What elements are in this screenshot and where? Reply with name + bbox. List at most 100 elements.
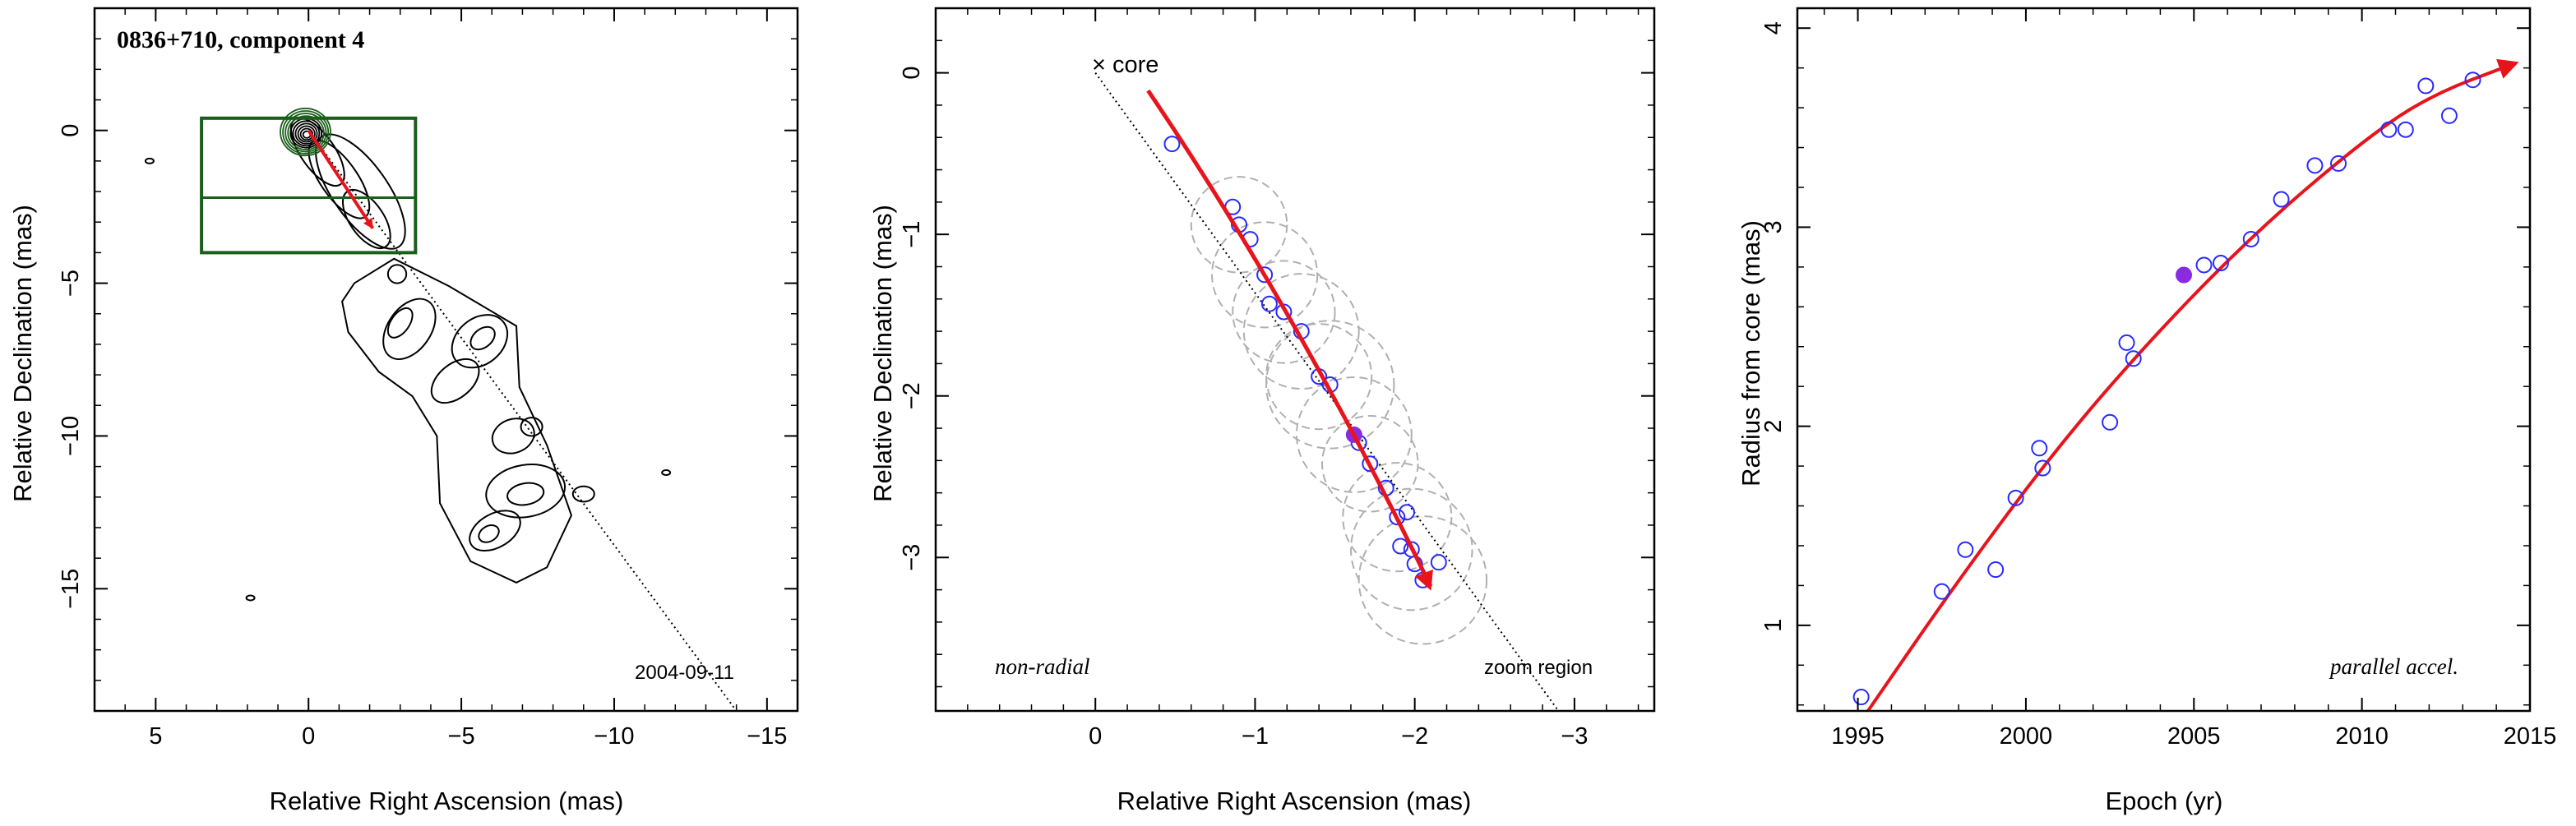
jet-contour (386, 307, 414, 339)
x-tick-label: 0 (302, 723, 315, 750)
y-tick-labels: 0 −1 −2 −3 (899, 67, 925, 571)
motion-arrow-shaft (1146, 89, 1433, 588)
jet-contour (386, 264, 408, 284)
y-axis-label: Radius from core (mas) (1737, 220, 1765, 487)
x-axis-label: Epoch (yr) (2106, 787, 2223, 815)
uncertainty-circle (1265, 320, 1395, 450)
position-point (1398, 504, 1415, 521)
fit-curve-arrowhead (2496, 58, 2519, 79)
uncertainty-circle (1349, 487, 1473, 611)
x-tick-label: −2 (1401, 723, 1428, 750)
x-tick-label: 0 (1089, 723, 1102, 750)
jet-axis-line (1094, 72, 1560, 712)
y-tick-label: −10 (58, 416, 84, 456)
panel-title: 0836+710, component 4 (117, 26, 364, 53)
jet-contour (485, 464, 567, 519)
y-tick-label: −1 (899, 221, 925, 248)
motion-arrow-head (1415, 569, 1433, 591)
radius-point (1852, 689, 1870, 706)
jet-contour (506, 482, 545, 506)
uncertainty-circle (1265, 323, 1373, 431)
x-tick-label: −10 (594, 723, 634, 750)
panel-radius-vs-epoch: 1995 2000 2005 2010 2015 1 2 3 4 parallel accel… (1737, 7, 2556, 815)
uncertainty-circle (1242, 273, 1360, 390)
y-tick-label: 0 (899, 67, 925, 80)
position-point (1256, 266, 1274, 284)
radius-point (2440, 107, 2458, 124)
x-tick-labels: 5 0 −5 −10 −15 (149, 723, 787, 750)
core-contour (282, 110, 330, 155)
x-tick-label: −15 (747, 723, 787, 750)
core-contour (297, 125, 316, 143)
motion-arrow-shaft (307, 129, 374, 229)
radius-point (2306, 157, 2324, 174)
radius-point (2212, 255, 2229, 272)
noise-contour (245, 594, 256, 602)
uncertainty-circle (1211, 221, 1319, 329)
x-tick-label: 1995 (1831, 723, 1885, 750)
radius-point (1933, 583, 1950, 600)
x-tick-label: 2005 (2167, 723, 2221, 750)
position-point (1430, 554, 1447, 571)
radius-point (2397, 121, 2414, 138)
plot-frame (1796, 7, 2532, 713)
jet-contour (571, 485, 595, 503)
plot-frame (93, 7, 799, 713)
y-tick-label: 3 (1760, 220, 1787, 233)
radius-point (2380, 121, 2398, 138)
motion-type-label: non-radial (995, 654, 1090, 679)
component-positions (1163, 136, 1447, 588)
highlighted-radius-point (2176, 266, 2193, 284)
radius-point (2031, 440, 2048, 457)
jet-contour (382, 298, 437, 360)
y-tick-label: 2 (1760, 420, 1787, 433)
panel-zoom-region: 0 −1 −2 −3 0 −1 −2 −3 × core non-radial zoom r… (868, 7, 1656, 815)
x-tick-label: −1 (1242, 723, 1269, 750)
jet-contour (491, 418, 535, 455)
zoom-region-label: zoom region (1484, 657, 1593, 679)
position-point (1163, 136, 1181, 153)
axis-ticks (1797, 8, 2531, 711)
motion-arrow-head (363, 217, 373, 229)
jet-axis-line (308, 130, 738, 712)
y-tick-label: 4 (1760, 21, 1787, 35)
y-tick-label: 0 (58, 124, 84, 137)
y-axis-label: Relative Declination (mas) (868, 205, 897, 502)
y-tick-label: 1 (1760, 619, 1787, 632)
x-tick-labels: 0 −1 −2 −3 (1089, 723, 1588, 750)
radius-point (2034, 459, 2051, 477)
x-tick-label: 2000 (2000, 723, 2053, 750)
uncertainty-circles (1190, 176, 1488, 645)
uncertainty-circle (1342, 462, 1453, 573)
jet-contour-envelope (341, 257, 572, 584)
zoom-box-outline (200, 116, 418, 255)
jet-contour (469, 510, 521, 552)
radius-point (2102, 413, 2119, 431)
x-axis-label: Relative Right Ascension (mas) (1117, 787, 1472, 815)
jet-contour (451, 314, 509, 369)
y-tick-labels: 0 −5 −10 −15 (58, 124, 84, 609)
uncertainty-circle (1295, 376, 1413, 493)
jet-contour (520, 417, 543, 437)
jet-contour (469, 325, 496, 351)
radius-point (2118, 334, 2135, 351)
x-axis-label: Relative Right Ascension (mas) (270, 787, 624, 815)
axis-ticks (95, 8, 798, 711)
y-tick-label: −5 (58, 270, 84, 297)
core-marker-label: × core (1092, 52, 1159, 78)
y-tick-label: −2 (899, 382, 925, 409)
panel-contour-map: 5 0 −5 −10 −15 0 −5 −10 −15 0836+710, component… (8, 7, 799, 815)
y-tick-label: −15 (58, 569, 84, 609)
plot-frame (934, 7, 1656, 713)
position-point (1389, 509, 1406, 526)
core-contour (294, 122, 318, 145)
radius-point (2125, 350, 2142, 367)
core-contour (280, 108, 331, 157)
y-tick-label: −3 (899, 544, 925, 571)
x-tick-label: 5 (149, 723, 162, 750)
radius-points (1852, 72, 2481, 706)
jet-contour (430, 358, 480, 404)
uncertainty-circle (1357, 515, 1488, 645)
